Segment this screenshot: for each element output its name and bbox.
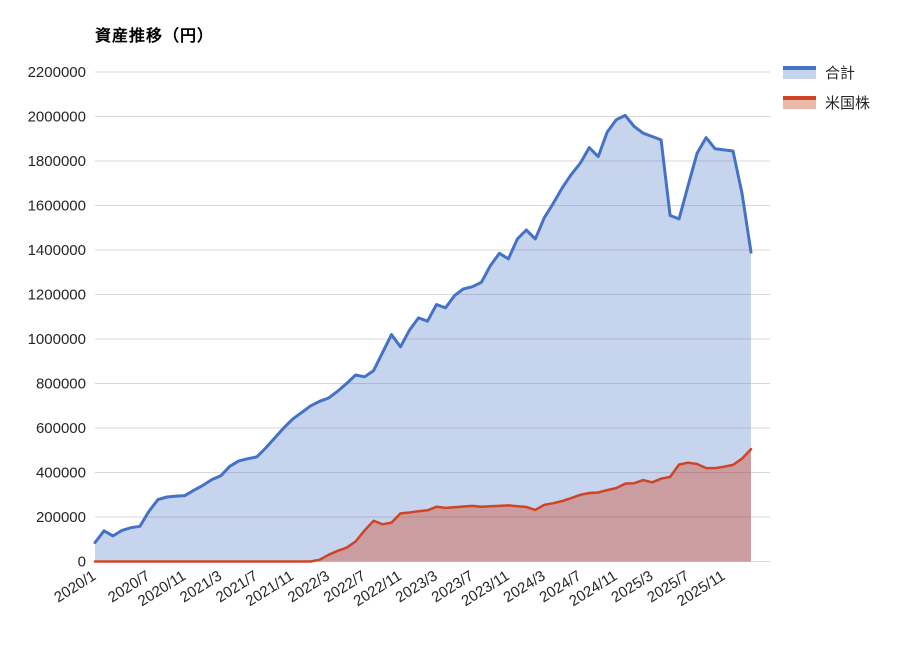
y-axis-tick-label: 1600000 xyxy=(28,198,86,215)
line-us-stocks xyxy=(93,447,753,563)
line-total xyxy=(93,113,753,545)
y-axis-tick-label: 200000 xyxy=(36,509,86,526)
y-axis-tick-label: 600000 xyxy=(36,420,86,437)
x-axis-tick-label: 2020/1 xyxy=(51,567,99,606)
legend-item: 米国株 xyxy=(783,92,870,113)
chart-title: 資産推移（円） xyxy=(95,28,215,45)
y-axis-tick-label: 400000 xyxy=(36,465,86,482)
area-us-stocks xyxy=(95,449,751,562)
y-axis-tick-label: 1800000 xyxy=(28,153,86,170)
legend-swatch xyxy=(783,96,816,109)
legend-swatch xyxy=(783,66,816,79)
legend-label: 合計 xyxy=(825,65,856,82)
y-axis-tick-label: 800000 xyxy=(36,376,86,393)
y-axis-tick-label: 2000000 xyxy=(28,109,86,126)
y-axis-tick-label: 2200000 xyxy=(28,64,86,81)
area-total xyxy=(95,115,751,562)
legend-item: 合計 xyxy=(783,62,870,83)
y-axis-tick-label: 0 xyxy=(78,554,86,571)
legend: 合計 米国株 xyxy=(783,62,870,122)
y-axis-tick-label: 1200000 xyxy=(28,287,86,304)
y-axis-tick-label: 1000000 xyxy=(28,331,86,348)
y-axis-tick-label: 1400000 xyxy=(28,242,86,259)
legend-label: 米国株 xyxy=(825,95,871,112)
